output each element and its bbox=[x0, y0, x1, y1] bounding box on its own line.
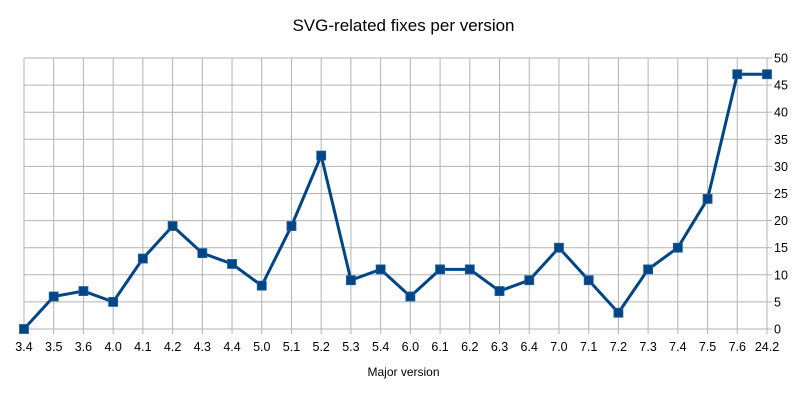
x-tick-label: 5.2 bbox=[313, 340, 330, 354]
y-tick-label: 25 bbox=[774, 187, 788, 201]
data-point bbox=[762, 69, 772, 80]
y-tick-label: 5 bbox=[774, 295, 781, 309]
x-tick-label: 6.4 bbox=[521, 340, 538, 354]
x-tick-label: 3.6 bbox=[75, 340, 92, 354]
x-tick-label: 7.5 bbox=[699, 340, 716, 354]
data-point bbox=[405, 291, 416, 302]
data-point bbox=[613, 307, 624, 318]
data-point bbox=[702, 194, 713, 204]
data-point bbox=[643, 264, 654, 275]
x-tick-label: 5.4 bbox=[372, 340, 389, 354]
grid-lines bbox=[23, 57, 768, 330]
data-point bbox=[435, 264, 445, 275]
y-tick-label: 20 bbox=[774, 214, 788, 228]
y-tick-label: 40 bbox=[774, 106, 788, 120]
x-tick-label: 5.3 bbox=[342, 340, 359, 354]
x-tick-label: 6.0 bbox=[402, 340, 419, 354]
data-point bbox=[375, 264, 386, 275]
data-point bbox=[108, 296, 119, 307]
data-point bbox=[137, 253, 148, 264]
data-point bbox=[524, 275, 535, 286]
x-tick-label: 4.2 bbox=[164, 340, 181, 354]
x-tick-label: 5.1 bbox=[283, 340, 300, 354]
data-point bbox=[48, 291, 59, 302]
x-tick-label: 6.2 bbox=[461, 340, 478, 354]
y-tick-label: 45 bbox=[774, 79, 788, 93]
data-point bbox=[583, 275, 594, 286]
x-tick-label: 4.4 bbox=[223, 340, 240, 354]
y-tick-labels: 0 5 10 15 20 25 30 35 40 45 50 bbox=[774, 52, 788, 337]
y-tick-label: 10 bbox=[774, 268, 788, 282]
x-tick-label: 4.1 bbox=[134, 340, 151, 354]
x-tick-label: 7.4 bbox=[669, 340, 686, 354]
data-point bbox=[167, 221, 178, 231]
y-tick-label: 15 bbox=[774, 241, 788, 255]
chart-title: SVG-related fixes per version bbox=[292, 16, 515, 35]
x-tick-label: 3.5 bbox=[45, 340, 62, 354]
data-point bbox=[197, 248, 208, 259]
data-point bbox=[19, 324, 29, 334]
data-point bbox=[316, 150, 327, 161]
y-tick-label: 0 bbox=[774, 323, 781, 337]
data-point bbox=[286, 221, 297, 231]
x-tick-label: 3.4 bbox=[15, 340, 32, 354]
x-tick-label: 24.2 bbox=[755, 340, 779, 354]
x-tick-label: 5.0 bbox=[253, 340, 270, 354]
x-tick-label: 7.3 bbox=[639, 340, 656, 354]
series-line bbox=[22, 72, 767, 331]
x-tick-label: 4.0 bbox=[104, 340, 121, 354]
x-tick-label: 4.3 bbox=[194, 340, 211, 354]
x-tick-labels: 3.4 3.5 3.6 4.0 4.1 4.2 4.3 4.4 5.0 5.1 5.2 5.3 5.4 6… bbox=[15, 340, 779, 354]
series-1 bbox=[19, 69, 772, 334]
data-point bbox=[494, 286, 505, 296]
data-point bbox=[732, 69, 743, 80]
x-tick-label: 6.3 bbox=[491, 340, 508, 354]
x-axis-label: Major version bbox=[367, 365, 440, 379]
data-point bbox=[464, 264, 475, 275]
y-tick-label: 35 bbox=[774, 133, 788, 147]
data-point bbox=[554, 242, 564, 253]
data-point bbox=[672, 242, 683, 253]
y-tick-label: 50 bbox=[774, 52, 788, 66]
x-tick-label: 7.0 bbox=[550, 340, 567, 354]
axes bbox=[23, 57, 772, 334]
x-tick-label: 6.1 bbox=[431, 340, 448, 354]
data-point bbox=[346, 275, 356, 286]
data-point bbox=[78, 286, 89, 296]
x-tick-label: 7.2 bbox=[610, 340, 627, 354]
x-tick-label: 7.1 bbox=[580, 340, 597, 354]
data-point bbox=[256, 280, 267, 291]
x-tick-label: 7.6 bbox=[729, 340, 746, 354]
y-tick-label: 30 bbox=[774, 160, 788, 174]
data-point bbox=[227, 259, 237, 269]
